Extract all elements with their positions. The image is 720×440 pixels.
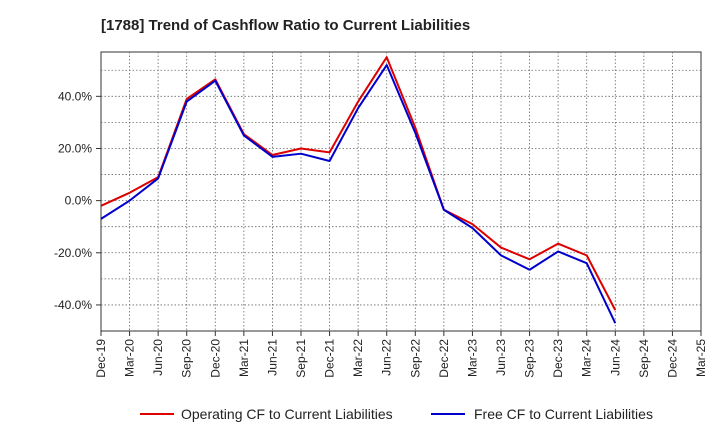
x-tick-label: Dec-23 [551,339,565,378]
series-line-1 [100,56,617,311]
series-line-2 [100,64,617,324]
x-tick-label: Dec-20 [208,339,222,378]
x-tick-label: Sep-20 [180,339,194,378]
series-layer [100,56,617,324]
y-tick-label: 40.0% [58,89,92,103]
x-tick-label: Mar-24 [580,339,594,377]
legend: Operating CF to Current Liabilities Free … [140,406,653,422]
x-tick-label: Mar-21 [237,339,251,377]
x-tick-label: Mar-22 [351,339,365,377]
y-axis: 40.0% 20.0% 0.0% -20.0% -40.0% [54,89,101,312]
y-tick-label: 0.0% [65,194,93,208]
x-tick-label: Dec-24 [665,339,679,378]
x-tick-label: Mar-20 [123,339,137,377]
x-tick-label: Sep-22 [408,339,422,378]
x-tick-label: Jun-20 [151,339,165,376]
legend-label-2: Free CF to Current Liabilities [474,406,653,422]
x-axis: Dec-19 Mar-20 Jun-20 Sep-20 Dec-20 Mar-21 Jun-… [94,331,708,378]
x-tick-label: Jun-21 [265,339,279,376]
y-tick-label: -40.0% [54,298,92,312]
x-tick-label: Jun-22 [380,339,394,376]
x-tick-label: Dec-22 [437,339,451,378]
chart-title: [1788] Trend of Cashflow Ratio to Curren… [101,17,470,34]
y-tick-label: -20.0% [54,246,92,260]
legend-label-1: Operating CF to Current Liabilities [181,406,393,422]
x-tick-label: Jun-24 [608,339,622,376]
x-tick-label: Sep-21 [294,339,308,378]
x-tick-label: Mar-25 [694,339,708,377]
x-tick-label: Dec-19 [94,339,108,378]
x-tick-label: Sep-23 [523,339,537,378]
x-tick-label: Sep-24 [637,339,651,378]
x-tick-label: Jun-23 [494,339,508,376]
y-tick-label: 20.0% [58,141,92,155]
x-tick-label: Mar-23 [465,339,479,377]
grid-lines [101,52,701,331]
x-tick-label: Dec-21 [323,339,337,378]
